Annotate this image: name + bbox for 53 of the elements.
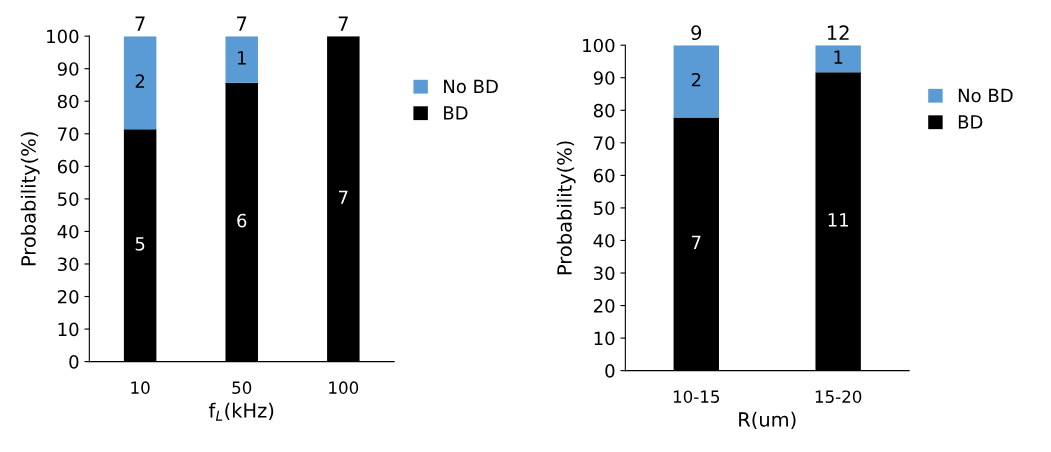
y-axis-title: Probability(%): [20, 132, 40, 266]
bar: [123, 36, 157, 130]
annotation: 7: [338, 16, 348, 31]
y-tick-label: 90: [593, 71, 615, 85]
x-axis-title: R(um): [739, 411, 796, 430]
y-tick-label: 70: [594, 136, 615, 150]
y-tick-label: 0: [605, 364, 615, 378]
y-tick-label: 80: [57, 94, 79, 109]
legend-label: No BD: [958, 88, 1013, 103]
x-tick-label: 15-20: [815, 390, 862, 403]
y-tick-label: 100: [47, 29, 79, 44]
y-tick-label: 10: [58, 322, 79, 337]
bar: [815, 45, 861, 73]
y-tick-label: 90: [57, 62, 79, 76]
y-tick-label: 30: [58, 257, 79, 272]
annotation: 7: [339, 190, 348, 204]
y-tick-label: 20: [593, 299, 615, 313]
annotation: 1: [237, 51, 246, 65]
annotation: 7: [692, 235, 701, 250]
y-tick-label: 60: [57, 159, 79, 174]
annotation: 9: [691, 25, 702, 41]
annotation: 2: [691, 72, 701, 87]
bar: [673, 45, 719, 118]
y-tick-label: 0: [69, 355, 79, 369]
y-tick-label: 80: [593, 103, 615, 118]
annotation: 12: [827, 25, 849, 40]
y-tick-label: 40: [593, 233, 615, 248]
y-tick-label: 10: [594, 331, 615, 346]
annotation: 6: [237, 213, 247, 228]
y-tick-label: 40: [57, 224, 79, 239]
legend-label: BD: [444, 106, 468, 120]
y-tick-label: 50: [58, 192, 79, 206]
x-axis-title: f$_{L}$(kHz): [208, 402, 274, 421]
x-tick-label: 10: [131, 381, 150, 394]
annotation: 7: [135, 16, 145, 31]
y-axis-title: Probability(%): [556, 141, 576, 275]
legend-label: BD: [958, 115, 983, 129]
y-tick-label: 100: [583, 38, 615, 53]
annotation: 2: [135, 74, 145, 88]
x-tick-label: 10-15: [673, 390, 720, 403]
legend-label: No BD: [444, 79, 498, 94]
annotation: 11: [828, 213, 848, 227]
y-tick-label: 20: [57, 289, 79, 304]
bar: [225, 36, 258, 83]
x-tick-label: 100: [329, 381, 359, 394]
y-tick-label: 30: [594, 266, 615, 281]
y-tick-label: 60: [593, 168, 615, 183]
y-tick-label: 70: [58, 127, 79, 141]
x-tick-label: 50: [232, 381, 252, 394]
annotation: 7: [237, 16, 247, 31]
annotation: 1: [834, 50, 843, 64]
annotation: 5: [135, 237, 145, 251]
y-tick-label: 50: [594, 201, 615, 216]
